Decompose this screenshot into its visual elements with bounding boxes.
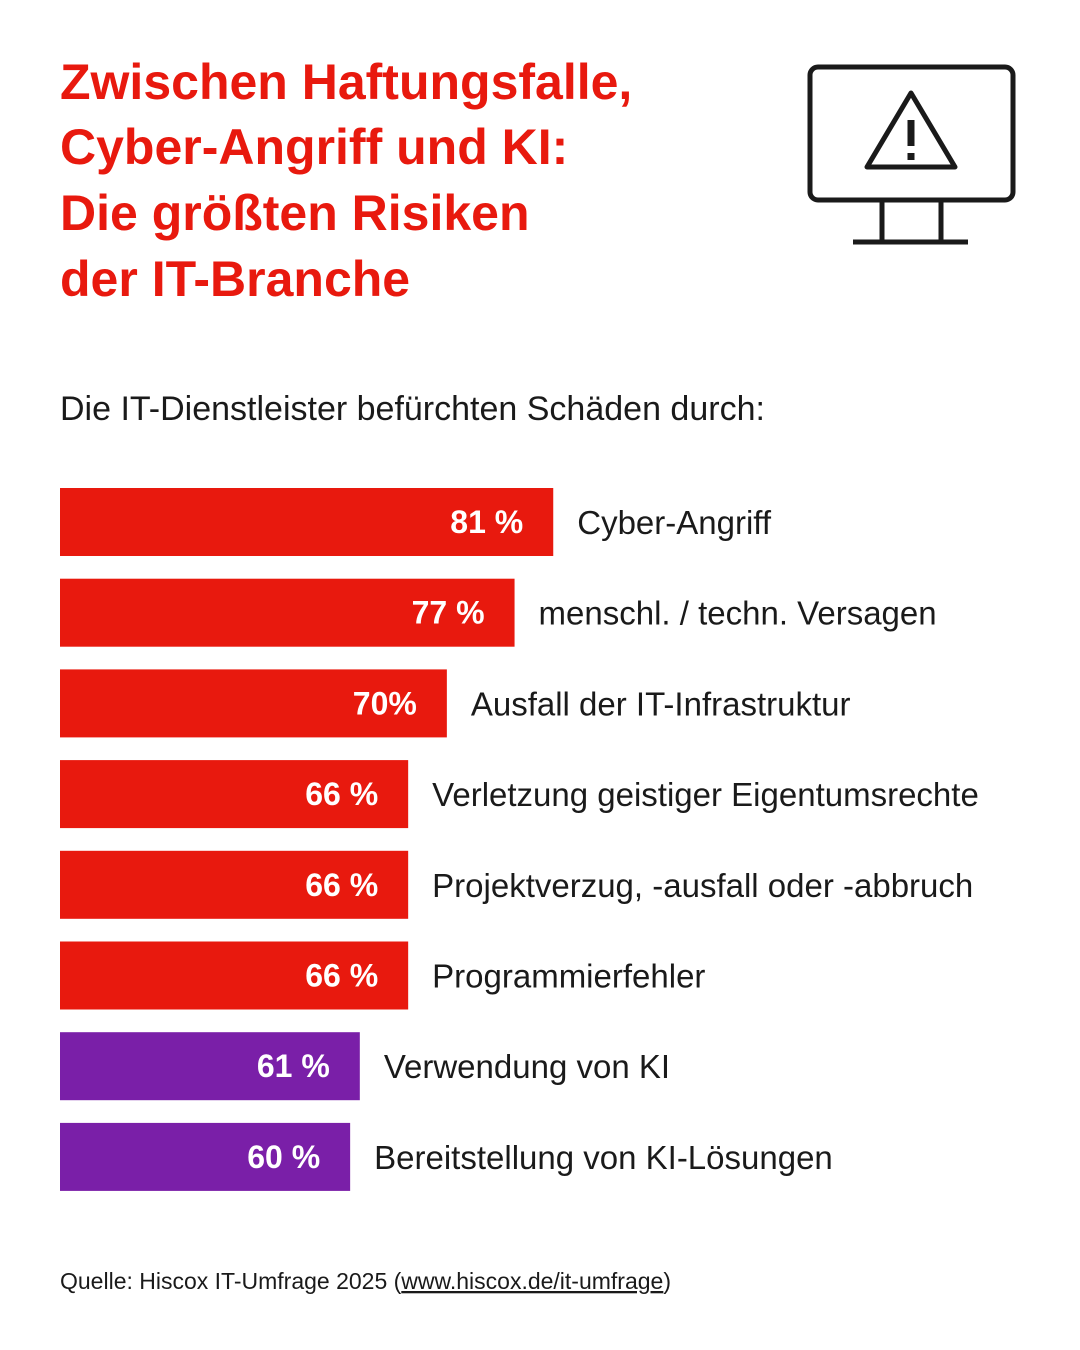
value-label: 81 % [450, 504, 523, 540]
category-label: Projektverzug, -ausfall oder -abbruch [432, 867, 973, 904]
source-link[interactable]: www.hiscox.de/it-umfrage [400, 1268, 663, 1294]
title-line: Zwischen Haftungsfalle, [60, 54, 632, 110]
source: Quelle: Hiscox IT-Umfrage 2025 (www.hisc… [60, 1268, 671, 1294]
bar [60, 669, 447, 738]
value-label: 60 % [247, 1139, 320, 1175]
value-label: 66 % [305, 776, 378, 812]
title-line: Die größten Risiken [60, 185, 530, 241]
category-label: Programmierfehler [432, 958, 705, 995]
value-label: 77 % [412, 595, 485, 631]
bar [60, 941, 409, 1010]
bar [60, 488, 554, 556]
category-label: Verletzung geistiger Eigentumsrechte [432, 776, 979, 813]
title: Zwischen Haftungsfalle, Cyber-Angriff un… [60, 54, 632, 307]
value-label: 61 % [257, 1048, 330, 1084]
bar [60, 1122, 351, 1191]
category-label: Verwendung von KI [384, 1048, 670, 1085]
warning-triangle [864, 90, 958, 170]
value-label: 66 % [305, 958, 378, 994]
category-label: Cyber-Angriff [577, 504, 772, 541]
bar [60, 760, 409, 829]
bar [60, 578, 515, 647]
title-line: der IT-Branche [60, 251, 410, 307]
bar [60, 850, 409, 919]
source-suffix: ) [663, 1268, 671, 1294]
source-prefix: Quelle: Hiscox IT-Umfrage 2025 ( [60, 1268, 402, 1294]
value-label: 70% [353, 685, 417, 721]
title-line: Cyber-Angriff und KI: [60, 119, 568, 175]
value-label: 66 % [305, 867, 378, 903]
bar [60, 1032, 360, 1101]
category-label: Ausfall der IT-Infrastruktur [471, 685, 851, 722]
subtitle: Die IT-Dienstleister befürchten Schäden … [60, 390, 765, 428]
monitor-screen [807, 64, 1016, 203]
category-label: Bereitstellung von KI-Lösungen [374, 1139, 833, 1176]
monitor-icon [807, 64, 1016, 245]
category-label: menschl. / techn. Versagen [539, 595, 937, 632]
